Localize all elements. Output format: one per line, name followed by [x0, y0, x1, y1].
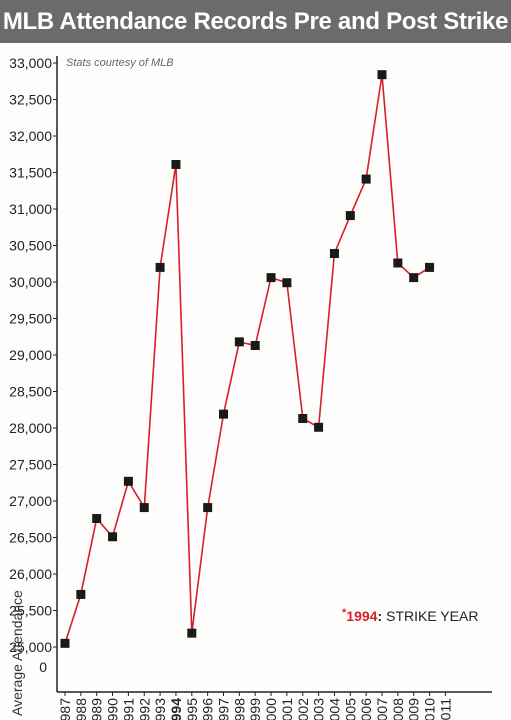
x-tick-label: 2001	[279, 698, 295, 720]
x-tick-label: 1989	[89, 698, 105, 720]
x-tick-label: 1990	[105, 698, 121, 720]
x-tick-label: 1994	[168, 698, 184, 720]
strike-annotation: *1994: STRIKE YEAR	[342, 607, 478, 624]
data-point-2009	[409, 273, 419, 283]
y-tick-label: 30,500	[9, 238, 52, 254]
data-point-1992	[139, 503, 149, 513]
x-tick-label: 1999	[247, 698, 263, 720]
y-axis-title: Average Attendance	[9, 590, 25, 716]
x-tick-label: 2005	[342, 698, 358, 720]
x-tick-label: 2009	[406, 698, 422, 720]
data-point-2010	[425, 262, 435, 272]
data-point-2003	[314, 422, 324, 432]
y-tick-label: 27,000	[9, 493, 52, 509]
data-point-1994	[171, 159, 181, 169]
data-point-1997	[219, 409, 228, 419]
x-tick-label: 2006	[358, 698, 374, 720]
x-tick-label: 1997	[216, 698, 232, 720]
x-tick-label: 2000	[263, 698, 279, 720]
x-tick-label: 1992	[136, 698, 152, 720]
x-tick-label: 2002	[295, 698, 311, 720]
y-tick-label: 28,000	[9, 420, 52, 436]
data-point-2008	[393, 258, 403, 268]
data-point-2006	[361, 174, 371, 184]
data-point-1988	[76, 589, 86, 599]
x-tick-label: 1998	[231, 698, 247, 720]
data-point-2004	[329, 249, 339, 259]
series-line	[64, 74, 431, 644]
y-tick-label: 33,000	[9, 55, 52, 71]
data-point-1987	[60, 638, 70, 648]
y-tick-label: 26,000	[9, 566, 52, 582]
data-point-2001	[282, 278, 292, 288]
x-tick-label: 1991	[120, 698, 136, 720]
data-point-1990	[108, 532, 118, 542]
annotation-asterisk: *	[342, 607, 347, 619]
x-tick-label: 1993	[152, 698, 168, 720]
y-tick-label-zero: 0	[39, 659, 47, 675]
data-point-1993	[155, 262, 165, 272]
title-bar: MLB Attendance Records Pre and Post Stri…	[0, 0, 511, 43]
chart-credit: Stats courtesy of MLB	[66, 57, 174, 69]
data-point-2007	[377, 70, 387, 80]
y-tick-label: 29,500	[9, 311, 52, 327]
y-tick-label: 25,500	[9, 603, 52, 619]
y-tick-label: 27,500	[9, 457, 52, 473]
data-point-2000	[266, 273, 276, 283]
annotation-colon: :	[377, 608, 382, 624]
x-tick-label: 2008	[390, 698, 406, 720]
y-axis: 25,000 25,500 26,000 26,500 27,000 27,500 28,0…	[9, 55, 58, 716]
x-tick-label: 1988	[73, 698, 89, 720]
series-attendance	[60, 70, 435, 648]
x-tick-label: 2010	[422, 698, 438, 720]
x-tick-label: 2003	[311, 698, 327, 720]
data-point-2002	[298, 414, 308, 424]
y-tick-label: 28,500	[9, 384, 52, 400]
y-tick-label: 31,000	[9, 201, 52, 217]
y-tick-label: 29,000	[9, 347, 52, 363]
data-point-1998	[234, 337, 244, 347]
x-axis: 1987 1988 1989 1990 1991 1992 1993 1994 1995 1996…	[57, 691, 492, 720]
y-tick-label: 25,000	[9, 639, 52, 655]
annotation-year: 1994	[346, 608, 377, 624]
data-point-1991	[123, 476, 133, 486]
y-tick-label: 30,000	[9, 274, 52, 290]
data-point-1999	[250, 341, 260, 351]
data-point-1996	[203, 503, 213, 513]
x-tick-label: 2007	[374, 698, 390, 720]
x-tick-label: 1995	[184, 698, 200, 720]
data-point-2005	[345, 211, 355, 221]
y-tick-label: 31,500	[9, 165, 52, 181]
annotation-text: STRIKE YEAR	[386, 608, 478, 624]
data-point-1989	[92, 514, 102, 524]
chart-title: MLB Attendance Records Pre and Post Stri…	[2, 7, 509, 35]
x-tick-label: 1987	[57, 698, 73, 720]
x-tick-label: 2004	[326, 698, 342, 720]
y-tick-label: 32,500	[9, 92, 52, 108]
y-tick-label: 26,500	[9, 530, 52, 546]
x-tick-label: 1996	[200, 698, 216, 720]
x-tick-label: 2011	[437, 698, 453, 720]
data-point-1995	[187, 628, 197, 638]
y-tick-label: 32,000	[9, 128, 52, 144]
